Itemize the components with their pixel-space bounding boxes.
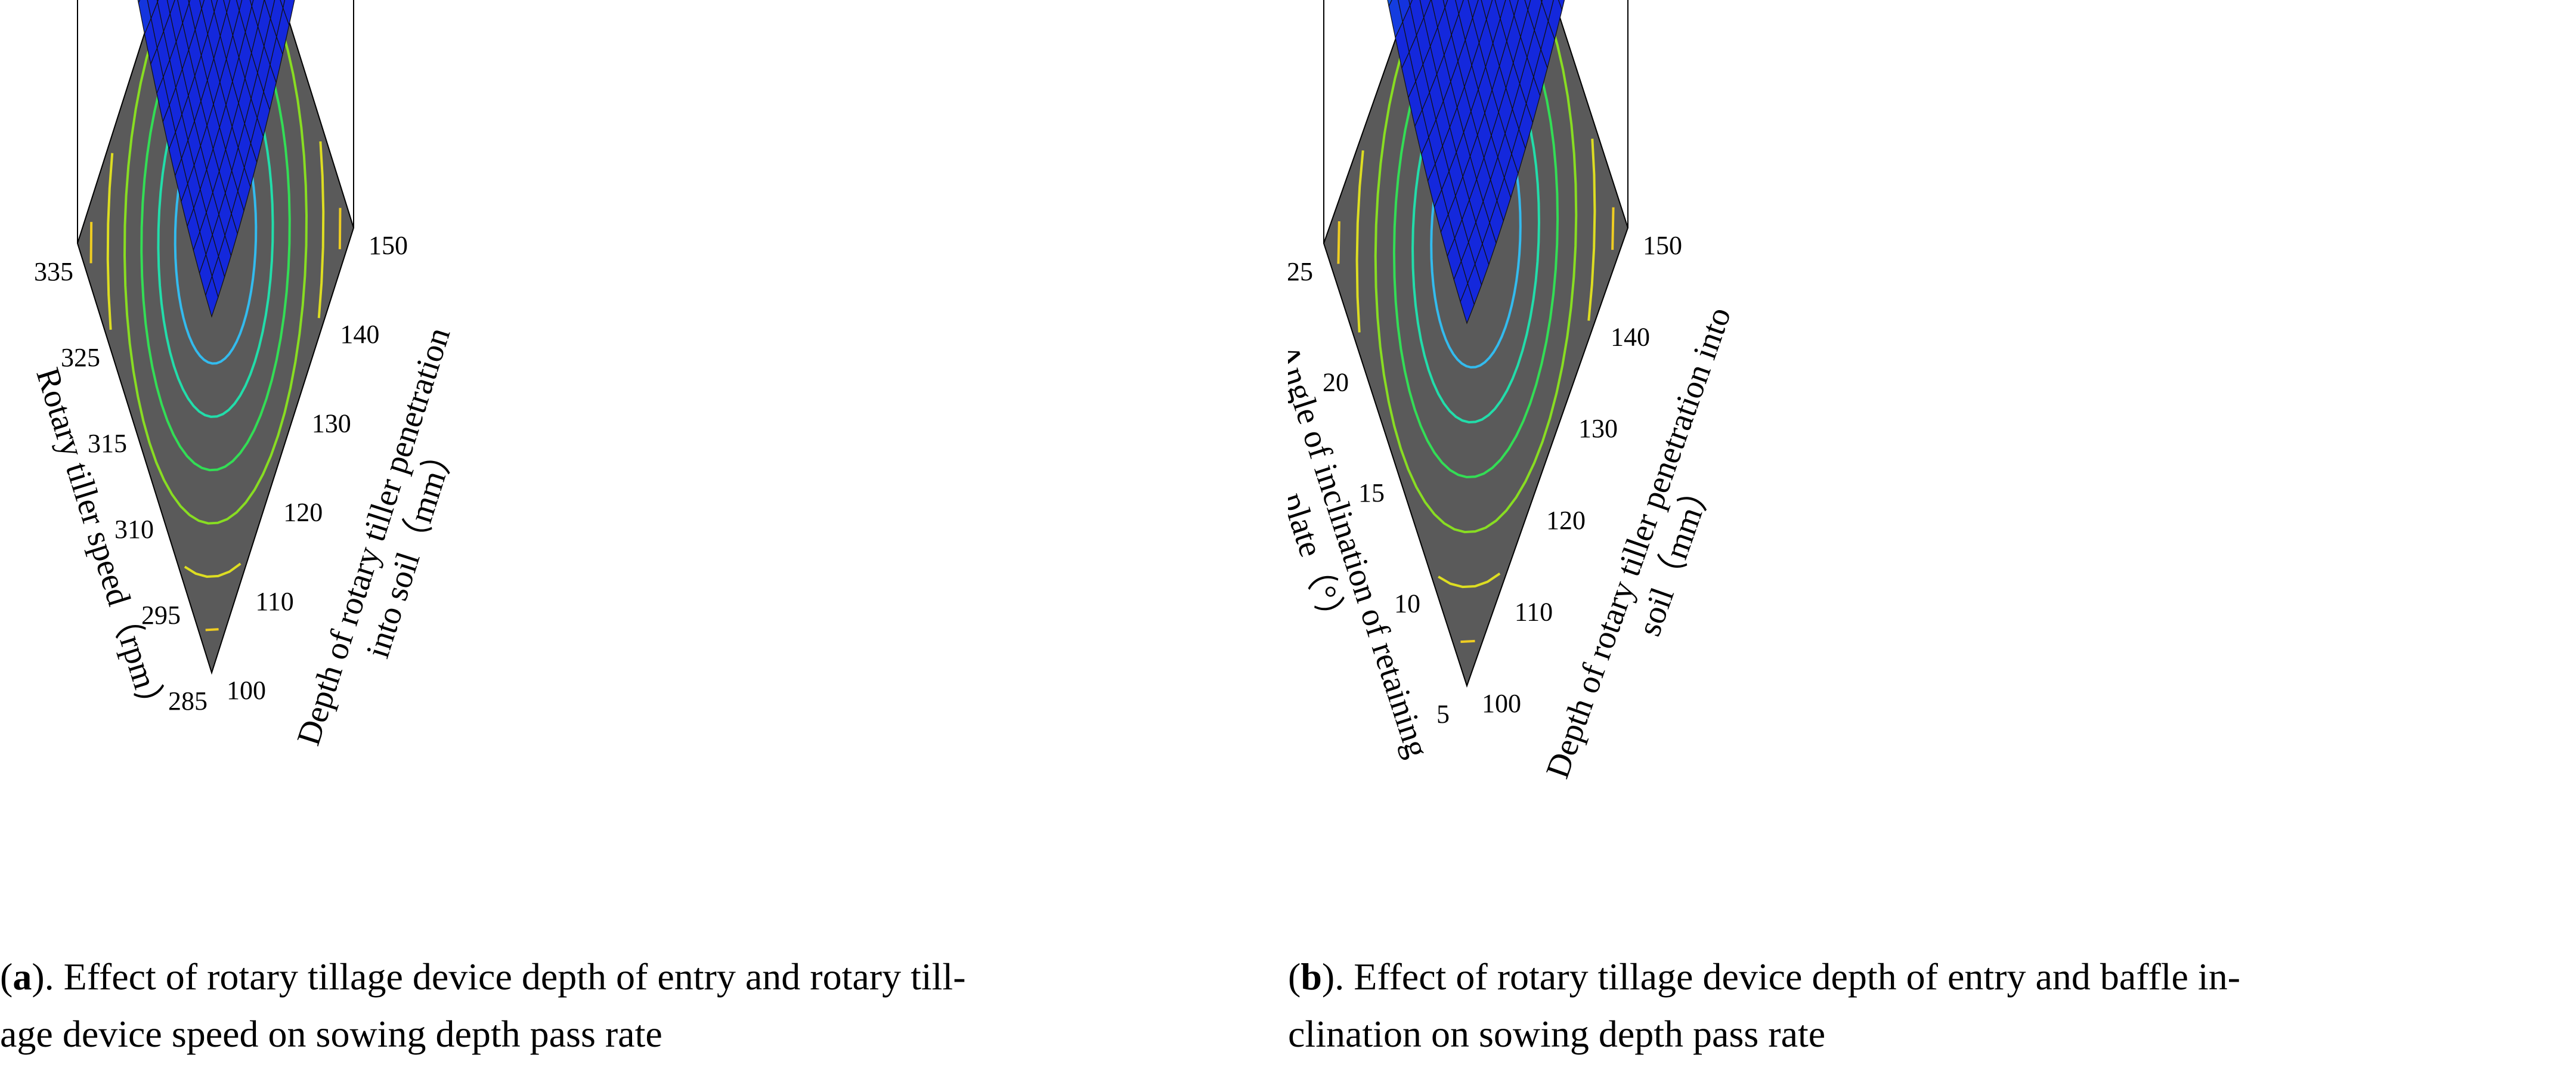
contour-line bbox=[1460, 639, 1475, 644]
surface-facet bbox=[210, 0, 218, 14]
y-tick-labels: 100 110 120 130 140 150 bbox=[1482, 231, 1682, 718]
x-tick-labels: 25 20 15 10 5 bbox=[1288, 257, 1450, 729]
contour-line bbox=[205, 628, 219, 632]
y-tick-label: 110 bbox=[255, 587, 293, 616]
contour-line bbox=[317, 141, 325, 318]
surface-plot-a: 10203040506070Seeding uniformity coeffic… bbox=[29, 0, 463, 750]
y-tick-label: 130 bbox=[1578, 414, 1618, 443]
contour-line bbox=[1355, 150, 1364, 333]
x-tick-label: 325 bbox=[61, 343, 100, 372]
x-tick-label: 315 bbox=[88, 429, 127, 458]
y-tick-label: 130 bbox=[312, 409, 351, 438]
x-tick-label: 20 bbox=[1323, 368, 1349, 397]
contour-line bbox=[1337, 221, 1340, 264]
contour-line bbox=[123, 0, 308, 525]
y-tick-labels: 100 110 120 130 140 150 bbox=[227, 231, 408, 705]
caption-a: (a). Effect of rotary tillage device dep… bbox=[0, 955, 966, 1055]
surface-facet bbox=[223, 0, 231, 14]
surface-plot-b: 10203040506070Seeding uniformity coeffic… bbox=[1288, 0, 1738, 783]
contour-line bbox=[1438, 573, 1501, 589]
x-tick-label: 335 bbox=[34, 257, 73, 286]
contour-floor bbox=[76, 0, 355, 675]
caption-b: (b). Effect of rotary tillage device dep… bbox=[1288, 955, 2240, 1055]
surface-facet bbox=[1455, 0, 1464, 16]
y-tick-label: 140 bbox=[340, 320, 379, 349]
surface-facet bbox=[1460, 282, 1475, 324]
y-tick-label: 120 bbox=[1546, 506, 1586, 535]
caption-a-letter: a bbox=[13, 955, 32, 998]
surface-facet bbox=[199, 0, 205, 11]
surface-facet bbox=[1442, 0, 1448, 10]
caption-b-line1: ). Effect of rotary tillage device depth… bbox=[1321, 955, 2240, 998]
x-tick-label: 25 bbox=[1288, 257, 1313, 286]
surface-facet bbox=[205, 275, 219, 318]
x-tick-labels: 335 325 315 310 295 285 bbox=[34, 257, 208, 716]
axis-frame bbox=[1323, 0, 1628, 243]
x-tick-label: 5 bbox=[1436, 700, 1450, 729]
caption-a-line1: ). Effect of rotary tillage device depth… bbox=[32, 955, 966, 998]
contour-line bbox=[1587, 138, 1596, 321]
axis-frame bbox=[77, 0, 354, 243]
y-tick-label: 100 bbox=[1482, 689, 1521, 718]
x-tick-label: 15 bbox=[1358, 478, 1385, 508]
y-tick-label: 150 bbox=[1643, 231, 1682, 260]
y-tick-label: 140 bbox=[1611, 323, 1650, 352]
y-tick-label: 120 bbox=[283, 498, 323, 527]
caption-a-line2: age device speed on sowing depth pass ra… bbox=[0, 1013, 662, 1055]
y-tick-label: 110 bbox=[1515, 597, 1553, 626]
contour-line bbox=[89, 222, 93, 264]
x-tick-label: 310 bbox=[114, 515, 154, 544]
surface-facet bbox=[1558, 0, 1565, 11]
x-tick-label: 285 bbox=[168, 686, 208, 716]
contour-line bbox=[1374, 0, 1578, 534]
caption-b-line2: clination on sowing depth pass rate bbox=[1288, 1013, 1826, 1055]
chart-panel-b: 10203040506070Seeding uniformity coeffic… bbox=[1288, 0, 2576, 1089]
contour-line bbox=[184, 562, 242, 578]
y-tick-label: 150 bbox=[369, 231, 408, 260]
chart-panel-a: 10203040506070Seeding uniformity coeffic… bbox=[0, 0, 966, 1055]
surface-facet bbox=[1524, 0, 1531, 12]
surface-facet bbox=[236, 0, 243, 13]
response-surface bbox=[1387, 0, 1565, 324]
x-tick-label: 10 bbox=[1394, 589, 1420, 618]
surface-facet bbox=[249, 0, 254, 8]
contour-line bbox=[106, 153, 114, 330]
response-surface bbox=[137, 0, 295, 318]
contour-line bbox=[1611, 207, 1615, 250]
y-tick-label: 100 bbox=[227, 676, 266, 705]
surface-facet bbox=[280, 0, 286, 10]
x-tick-label: 295 bbox=[141, 601, 181, 630]
caption-b-letter: b bbox=[1301, 955, 1322, 998]
contour-floor bbox=[1323, 0, 1629, 688]
